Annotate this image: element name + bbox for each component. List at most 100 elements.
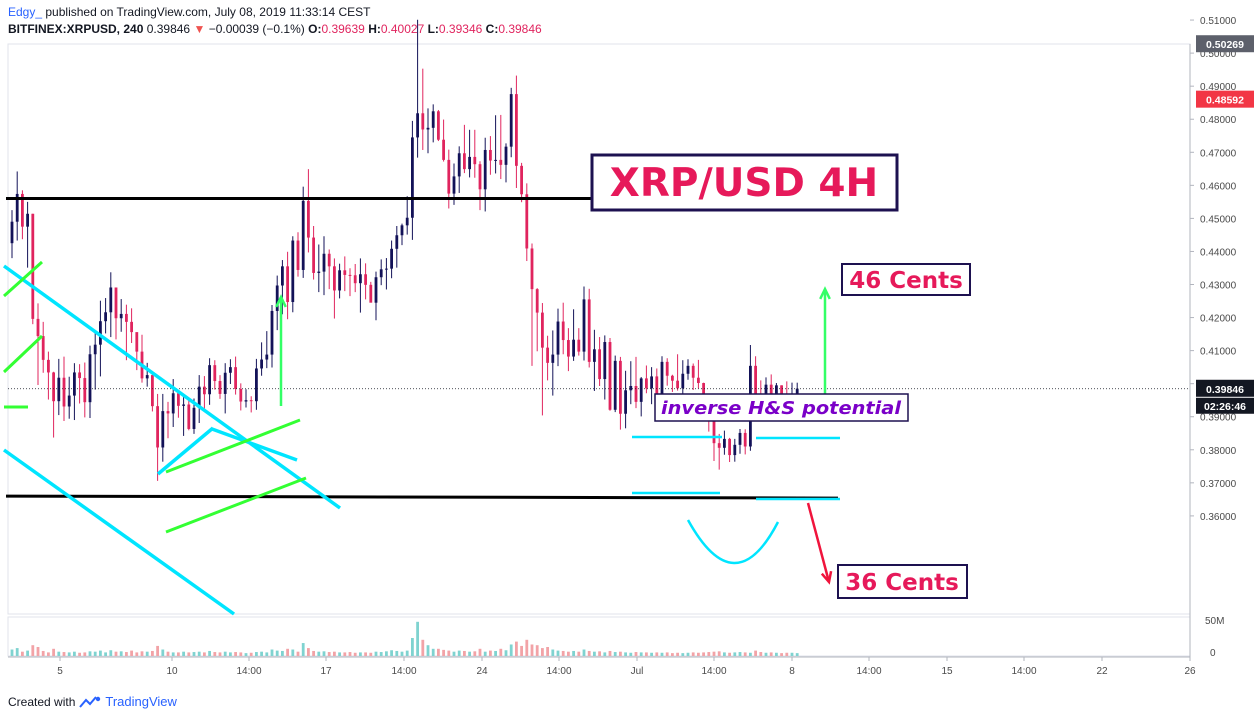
- candle-body: [369, 284, 373, 303]
- candle-body: [281, 266, 284, 286]
- symbol-label: BITFINEX:XRPUSD, 240: [8, 22, 144, 36]
- candle: [296, 232, 300, 277]
- candle: [229, 359, 232, 385]
- volume-bar: [504, 650, 508, 656]
- volume-label: 50M: [1205, 616, 1224, 627]
- volume-bar: [697, 652, 700, 656]
- volume-bar: [67, 652, 71, 656]
- candle-body: [88, 354, 92, 403]
- candle-body: [119, 313, 123, 319]
- candle-body: [15, 193, 19, 222]
- candle-body: [130, 321, 133, 333]
- volume-bar: [166, 651, 170, 656]
- volume-bar: [296, 651, 300, 656]
- candle: [353, 264, 357, 293]
- candle-body: [712, 417, 716, 444]
- volume-bar: [88, 651, 92, 656]
- close-label: C:: [485, 22, 499, 36]
- candle-body: [671, 375, 674, 381]
- volume-bar: [364, 652, 367, 656]
- candle: [634, 356, 638, 409]
- price-tag-text: 0.50269: [1206, 39, 1244, 51]
- volume-bar: [369, 652, 373, 656]
- candle-body: [629, 385, 633, 391]
- candle-body: [359, 274, 362, 284]
- price-tag: [1196, 90, 1254, 108]
- candle: [733, 438, 737, 462]
- candle-body: [161, 411, 165, 448]
- candle-body: [457, 153, 461, 177]
- volume-bar: [660, 652, 664, 656]
- candle: [561, 302, 565, 355]
- candle-body: [171, 393, 175, 414]
- candle: [88, 345, 92, 419]
- candle: [130, 308, 133, 344]
- candle-body: [379, 269, 383, 278]
- volume-bar: [795, 653, 799, 656]
- open-value: 0.39639: [321, 22, 365, 36]
- volume-bar: [187, 652, 191, 656]
- candle-body: [691, 365, 695, 378]
- candle: [681, 360, 685, 395]
- candle-body: [561, 321, 565, 341]
- candle: [166, 401, 170, 439]
- volume-bar: [140, 651, 144, 656]
- candle: [333, 258, 336, 319]
- volume-bar: [244, 653, 248, 656]
- x-tick-label: 8: [789, 666, 795, 677]
- volume-bar: [691, 652, 695, 656]
- cyan-trend-line: [2, 264, 342, 510]
- candle-body: [249, 400, 253, 402]
- candle-body: [587, 299, 591, 362]
- author-link[interactable]: Edgy_: [8, 5, 43, 19]
- candle: [26, 201, 29, 268]
- candle: [234, 356, 237, 395]
- candle-body: [286, 266, 289, 303]
- candle-body: [634, 385, 638, 402]
- candle-body: [57, 377, 61, 402]
- candle-body: [307, 200, 310, 238]
- candle: [104, 298, 107, 334]
- candle: [671, 374, 674, 392]
- volume-bar: [463, 650, 466, 656]
- volume-bar: [707, 652, 711, 656]
- volume-bar: [447, 650, 451, 656]
- candle: [426, 108, 430, 154]
- tradingview-brand[interactable]: TradingView: [105, 694, 177, 709]
- y-tick-label: 0.38000: [1200, 446, 1237, 457]
- candle-body: [109, 287, 113, 313]
- volume-bar: [665, 652, 669, 656]
- candle: [239, 383, 243, 411]
- candle-body: [301, 200, 305, 270]
- y-tick-label: 0.51000: [1200, 16, 1237, 27]
- candle-body: [312, 237, 315, 273]
- candle-body: [535, 289, 539, 313]
- candle: [400, 223, 404, 246]
- volume-bar: [26, 650, 29, 656]
- candle: [208, 358, 211, 405]
- candle-body: [754, 365, 757, 396]
- volume-bar: [582, 649, 586, 656]
- candle-body: [104, 312, 107, 322]
- candle: [629, 361, 633, 405]
- candle-body: [333, 266, 336, 291]
- candle: [416, 19, 419, 158]
- green-channel-line: [165, 418, 301, 474]
- candle: [286, 251, 289, 320]
- volume-bar: [655, 652, 659, 656]
- y-tick-label: 0.36000: [1200, 512, 1237, 523]
- candle-body: [192, 407, 196, 429]
- low-label: L:: [427, 22, 439, 36]
- green-up-arrow-head: [275, 294, 287, 308]
- candle: [151, 371, 154, 412]
- level-label-box: [837, 564, 968, 599]
- y-tick-label: 0.49000: [1200, 82, 1237, 93]
- candle: [83, 362, 87, 418]
- volume-bar: [239, 652, 243, 656]
- candle: [411, 120, 414, 240]
- volume-bar: [723, 652, 726, 656]
- volume-bar: [613, 652, 617, 656]
- candle-body: [483, 149, 487, 190]
- volume-bar: [265, 652, 269, 656]
